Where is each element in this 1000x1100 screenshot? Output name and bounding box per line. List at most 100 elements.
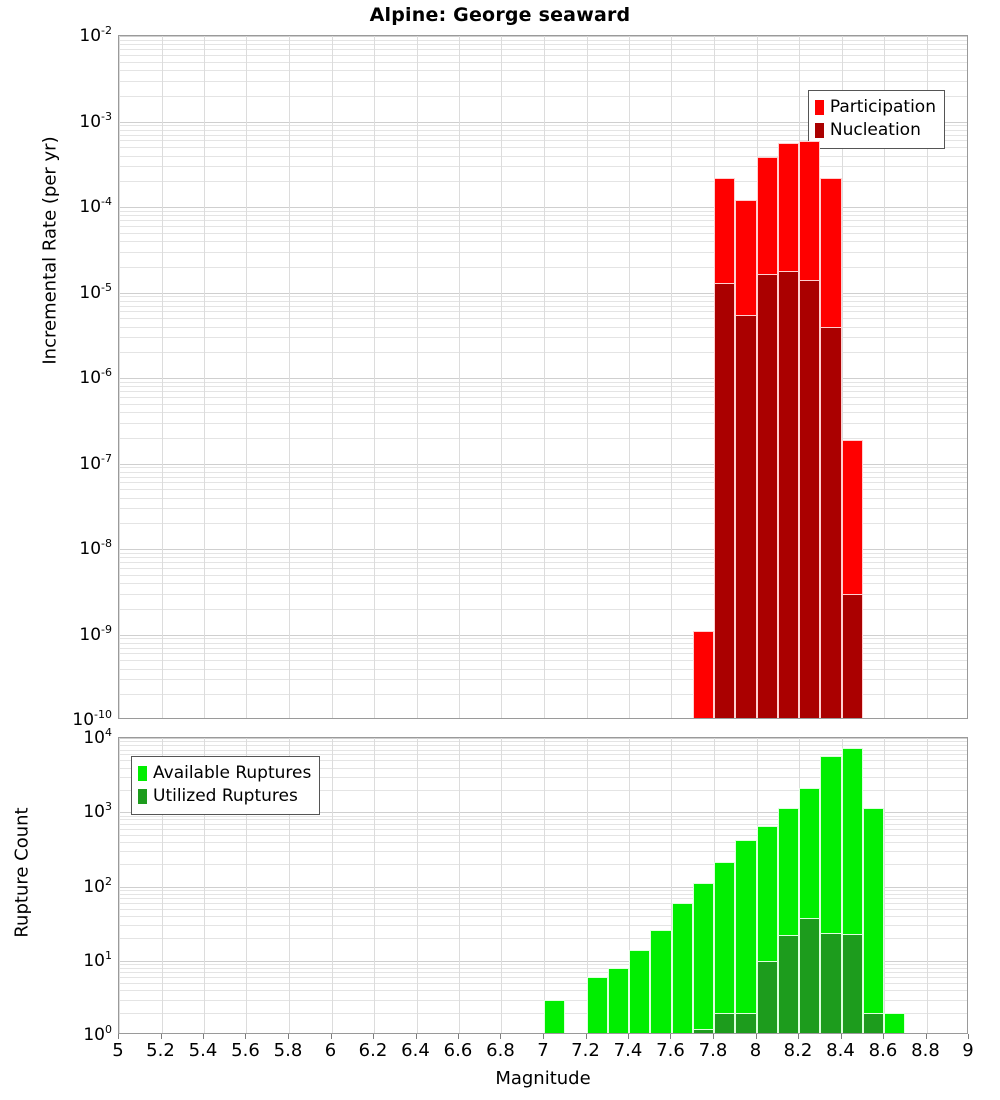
bar — [862, 807, 884, 1033]
bottom-y-tick-1: 103 — [83, 800, 112, 823]
utilized-ruptures-swatch-icon — [138, 789, 147, 804]
bottom-plot-panel: Available Ruptures Utilized Ruptures — [118, 737, 968, 1034]
x-tick-mark-0 — [118, 1034, 119, 1039]
bar — [841, 933, 863, 1033]
x-tick-mark-20 — [968, 1034, 969, 1039]
x-tick-mark-8 — [458, 1034, 459, 1039]
x-tick-mark-1 — [161, 1034, 162, 1039]
x-tick-mark-11 — [586, 1034, 587, 1039]
x-tick-mark-17 — [841, 1034, 842, 1039]
bar — [820, 326, 842, 718]
top-y-tick-0: 10-2 — [79, 24, 112, 46]
nucleation-swatch-icon — [814, 123, 824, 138]
legend-item-nucleation: Nucleation — [814, 119, 936, 142]
x-tick-17: 8.4 — [826, 1040, 855, 1061]
bar — [586, 977, 608, 1033]
bar — [650, 929, 672, 1033]
bottom-plot-bars — [119, 738, 967, 1033]
bar — [692, 883, 714, 1033]
bar — [735, 840, 757, 1033]
x-tick-6: 6.2 — [358, 1040, 388, 1061]
x-tick-mark-4 — [288, 1034, 289, 1039]
x-tick-mark-10 — [543, 1034, 544, 1039]
bar — [777, 270, 799, 718]
x-tick-2: 5.4 — [188, 1040, 218, 1061]
bottom-plot-legend: Available Ruptures Utilized Ruptures — [131, 756, 321, 815]
x-tick-4: 5.8 — [273, 1040, 303, 1061]
bar — [692, 630, 714, 718]
x-tick-9: 6.8 — [486, 1040, 515, 1061]
top-y-tick-6: 10-8 — [79, 537, 112, 559]
x-tick-1: 5.2 — [146, 1040, 175, 1061]
legend-label-utilized-ruptures: Utilized Ruptures — [153, 786, 298, 806]
bar — [884, 1012, 906, 1033]
available-ruptures-swatch-icon — [138, 766, 147, 781]
bottom-y-tick-2: 102 — [83, 874, 112, 897]
bar — [692, 1029, 714, 1033]
x-tick-20: 9 — [962, 1040, 974, 1061]
bottom-y-tick-4: 100 — [83, 1023, 112, 1045]
top-y-tick-2: 10-4 — [79, 195, 112, 217]
bar — [841, 593, 863, 718]
x-tick-mark-9 — [500, 1034, 501, 1039]
x-tick-mark-19 — [926, 1034, 927, 1039]
x-tick-10: 7 — [537, 1040, 549, 1061]
top-plot-y-tick-labels: 10-2 10-3 10-4 10-5 10-6 10-7 10-8 10-9 10-10 — [0, 0, 112, 1100]
x-tick-8: 6.6 — [443, 1040, 473, 1061]
x-tick-5: 6 — [324, 1040, 337, 1061]
legend-item-utilized-ruptures: Utilized Ruptures — [138, 785, 311, 808]
bottom-plot-y-tick-labels: 104 103 102 101 100 — [0, 0, 112, 1100]
x-tick-mark-5 — [331, 1034, 332, 1039]
bottom-y-tick-0: 104 — [83, 726, 112, 748]
x-tick-3: 5.6 — [231, 1040, 260, 1061]
bar — [820, 932, 842, 1033]
x-tick-mark-16 — [798, 1034, 799, 1039]
x-tick-mark-6 — [373, 1034, 374, 1039]
bottom-plot-y-axis-title: Rupture Count — [11, 807, 33, 938]
bar — [756, 273, 778, 718]
top-y-tick-4: 10-6 — [79, 366, 112, 388]
x-tick-14: 7.8 — [698, 1040, 728, 1061]
x-tick-12: 7.4 — [613, 1040, 643, 1061]
page-title: Alpine: George seaward — [369, 4, 631, 26]
x-tick-mark-7 — [416, 1034, 417, 1039]
x-tick-16: 8.2 — [783, 1040, 813, 1061]
bar — [777, 935, 799, 1033]
x-tick-mark-14 — [713, 1034, 714, 1039]
bar — [756, 960, 778, 1033]
top-plot-y-axis-title: Incremental Rate (per yr) — [39, 136, 61, 365]
legend-label-available-ruptures: Available Ruptures — [153, 763, 312, 783]
top-plot-panel: Participation Nucleation — [118, 35, 968, 719]
x-axis-title: Magnitude — [495, 1068, 591, 1089]
bar — [714, 1012, 736, 1033]
x-tick-mark-18 — [883, 1034, 884, 1039]
x-tick-19: 8.8 — [911, 1040, 940, 1061]
x-tick-18: 8.6 — [868, 1040, 898, 1061]
top-plot-legend: Participation Nucleation — [807, 90, 945, 149]
bar — [544, 999, 566, 1033]
x-tick-mark-13 — [670, 1034, 671, 1039]
x-tick-15: 8 — [749, 1040, 762, 1061]
bottom-y-tick-3: 101 — [83, 948, 112, 971]
top-y-tick-3: 10-5 — [79, 280, 112, 303]
legend-item-participation: Participation — [814, 96, 936, 119]
top-y-tick-1: 10-3 — [79, 109, 112, 132]
legend-label-participation: Participation — [829, 97, 936, 117]
bar — [735, 1012, 757, 1033]
bar — [799, 280, 821, 718]
bar — [799, 917, 821, 1033]
bar — [629, 949, 651, 1033]
bar — [607, 967, 629, 1033]
x-tick-11: 7.2 — [571, 1040, 600, 1061]
x-tick-13: 7.6 — [656, 1040, 685, 1061]
legend-item-available-ruptures: Available Ruptures — [138, 762, 311, 785]
participation-swatch-icon — [814, 100, 824, 115]
x-tick-0: 5 — [112, 1040, 124, 1061]
x-tick-mark-15 — [756, 1034, 757, 1039]
top-y-tick-8: 10-10 — [72, 708, 112, 730]
x-tick-mark-3 — [245, 1034, 246, 1039]
top-y-tick-5: 10-7 — [79, 451, 112, 474]
x-tick-mark-2 — [203, 1034, 204, 1039]
x-tick-mark-12 — [628, 1034, 629, 1039]
